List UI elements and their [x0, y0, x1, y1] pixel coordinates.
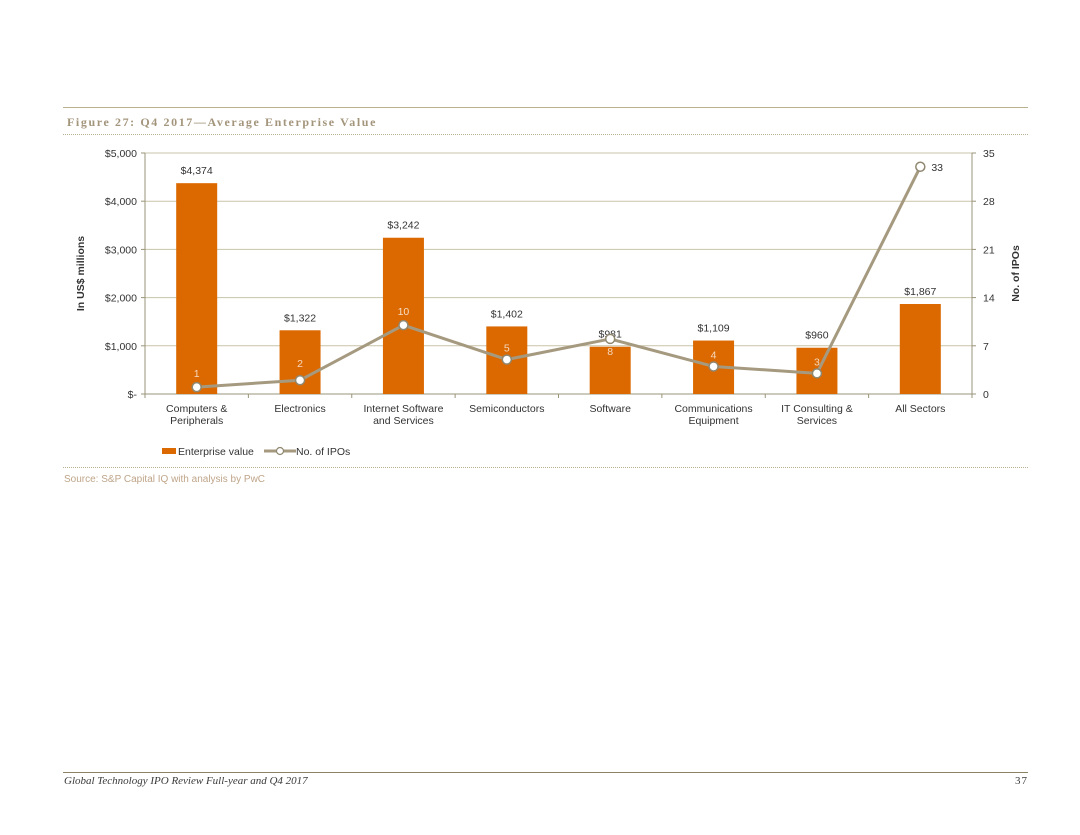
- ipo-count-point: [501, 354, 513, 365]
- bar: [589, 346, 631, 394]
- x-tick-label: Semiconductors: [469, 403, 544, 415]
- x-tick-label: Software: [589, 403, 631, 415]
- ipo-count-label: 5: [504, 343, 510, 355]
- bar-value-label: $1,109: [698, 323, 730, 335]
- y-tick-label: $1,000: [105, 341, 137, 353]
- ipo-count-label: 10: [398, 306, 410, 318]
- y2-tick-label: 7: [983, 341, 989, 353]
- x-tick-label: Internet Software: [363, 403, 443, 415]
- bar: [899, 304, 941, 394]
- ipo-count-point: [294, 374, 306, 386]
- ipo-count-point: [604, 333, 616, 345]
- footer-title: Global Technology IPO Review Full-year a…: [64, 775, 308, 787]
- y2-axis-title: No. of IPOs: [1010, 245, 1022, 302]
- legend-label-ipo-count: No. of IPOs: [296, 446, 350, 458]
- x-tick-label: Communications: [674, 403, 752, 415]
- x-tick-label: Computers &: [166, 403, 227, 415]
- y-tick-label: $-: [128, 389, 138, 401]
- chart-bottom-divider: [63, 467, 1028, 468]
- title-divider: [63, 134, 1028, 135]
- y2-tick-label: 14: [983, 293, 995, 305]
- source-note: Source: S&P Capital IQ with analysis by …: [64, 474, 266, 485]
- ipo-count-label: 1: [194, 368, 200, 380]
- ipo-count-point: [915, 161, 926, 173]
- ipo-count-point: [191, 381, 202, 393]
- legend-swatch-enterprise-value: [162, 448, 176, 454]
- y-axis-title: In US$ millions: [75, 236, 87, 311]
- legend-swatch-marker: [275, 446, 285, 456]
- ipo-count-label: 4: [711, 349, 717, 361]
- y-tick-label: $4,000: [105, 196, 137, 208]
- x-tick-label: All Sectors: [895, 403, 945, 415]
- bar-value-label: $3,242: [387, 220, 419, 232]
- ipo-count-point: [708, 361, 719, 372]
- top-rule: [63, 107, 1028, 108]
- y-tick-label: $5,000: [105, 148, 137, 160]
- y2-tick-label: 0: [983, 389, 989, 401]
- ipo-count-label: 3: [814, 356, 820, 368]
- y-tick-label: $2,000: [105, 293, 137, 305]
- footer-rule: [63, 772, 1028, 773]
- ipo-count-label: 8: [607, 346, 613, 358]
- bar-value-label: $1,402: [491, 308, 523, 320]
- x-tick-label: Equipment: [688, 415, 738, 427]
- page-number: 37: [1015, 775, 1028, 787]
- ipo-count-point: [398, 319, 409, 331]
- ipo-count-label: 2: [297, 358, 303, 370]
- bar-value-label: $1,322: [284, 312, 316, 324]
- legend-label-enterprise-value: Enterprise value: [178, 446, 254, 458]
- bar-value-label: $960: [805, 330, 829, 342]
- ipo-count-line: [196, 166, 922, 389]
- x-tick-label: Electronics: [274, 403, 325, 415]
- x-tick-label: IT Consulting &: [781, 403, 853, 415]
- x-tick-label: and Services: [373, 415, 434, 427]
- y2-tick-label: 28: [983, 196, 995, 208]
- y-tick-label: $3,000: [105, 244, 137, 256]
- bar: [382, 237, 424, 394]
- y2-tick-label: 21: [983, 244, 995, 256]
- ipo-count-label: 33: [931, 162, 943, 174]
- y2-tick-label: 35: [983, 148, 995, 160]
- ipo-count-point: [811, 368, 823, 379]
- bar: [176, 183, 218, 394]
- x-tick-label: Services: [797, 415, 837, 427]
- enterprise-value-chart: $-$1,000$2,000$3,000$4,000$5,00007142128…: [75, 148, 1022, 458]
- bar-value-label: $4,374: [181, 165, 213, 177]
- x-tick-label: Peripherals: [170, 415, 223, 427]
- bar-value-label: $1,867: [904, 286, 936, 298]
- figure-title: Figure 27: Q4 2017—Average Enterprise Va…: [67, 115, 377, 129]
